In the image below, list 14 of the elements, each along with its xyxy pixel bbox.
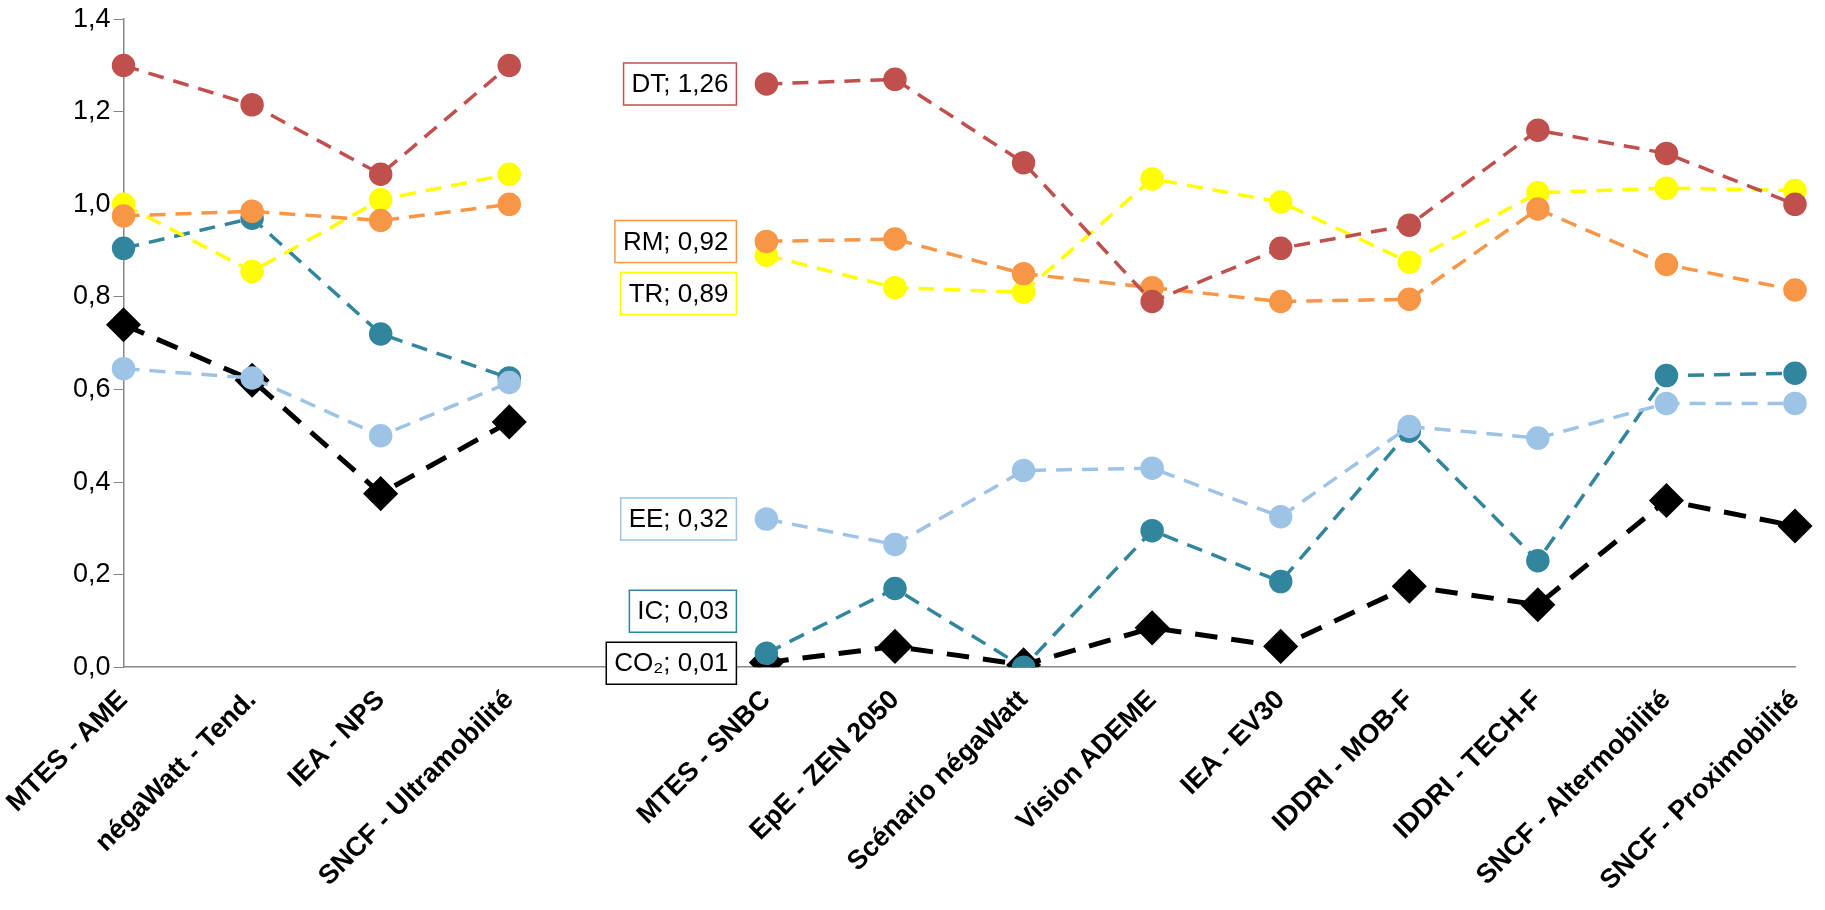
annotation: CO₂; 0,01 — [614, 647, 729, 678]
annotation: TR; 0,89 — [628, 277, 729, 308]
annotation: RM; 0,92 — [622, 225, 729, 256]
annotation: DT; 1,26 — [631, 68, 729, 99]
annotation: EE; 0,32 — [628, 503, 729, 534]
y-tick-label: 1,2 — [72, 95, 111, 126]
annotation: IC; 0,03 — [637, 595, 729, 626]
y-tick-label: 0,2 — [72, 558, 111, 589]
y-tick-label: 0,0 — [72, 650, 111, 681]
y-tick-label: 0,6 — [72, 372, 111, 403]
y-tick-label: 0,8 — [72, 280, 111, 311]
y-tick-label: 0,4 — [72, 465, 111, 496]
y-tick-label: 1,0 — [72, 187, 111, 218]
y-tick-label: 1,4 — [72, 2, 111, 33]
